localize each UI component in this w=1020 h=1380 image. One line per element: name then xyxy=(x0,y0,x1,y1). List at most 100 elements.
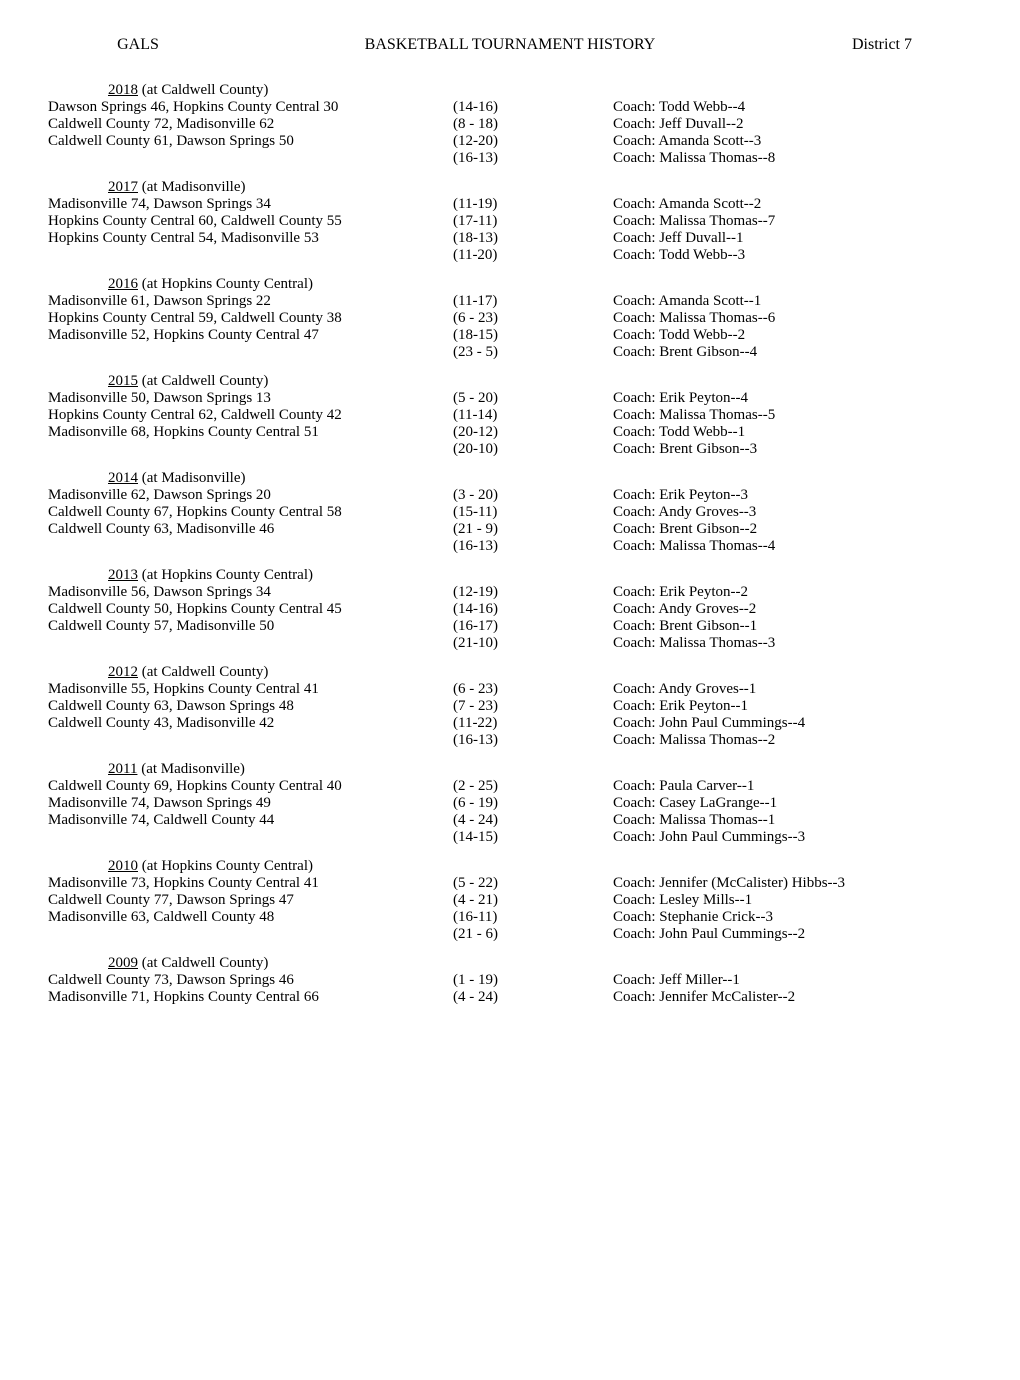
game-record: (14-16) xyxy=(453,99,613,116)
game-result: Hopkins County Central 54, Madisonville … xyxy=(48,230,453,247)
game-result: Madisonville 61, Dawson Springs 22 xyxy=(48,293,453,310)
game-result: Caldwell County 57, Madisonville 50 xyxy=(48,618,453,635)
game-coach: Coach: Erik Peyton--2 xyxy=(613,584,972,601)
season-year: 2010 xyxy=(108,858,138,874)
game-coach: Coach: Erik Peyton--1 xyxy=(613,698,972,715)
game-result: Hopkins County Central 60, Caldwell Coun… xyxy=(48,213,453,230)
season-year: 2011 xyxy=(108,761,137,777)
season-venue: (at Caldwell County) xyxy=(138,955,268,971)
season-heading: 2012 (at Caldwell County) xyxy=(48,664,972,681)
game-record: (6 - 23) xyxy=(453,310,613,327)
season-heading: 2014 (at Madisonville) xyxy=(48,470,972,487)
header-center: BASKETBALL TOURNAMENT HISTORY xyxy=(228,36,792,54)
game-row: Hopkins County Central 60, Caldwell Coun… xyxy=(48,213,972,230)
game-record: (20-12) xyxy=(453,424,613,441)
game-coach: Coach: Jeff Duvall--2 xyxy=(613,116,972,133)
game-coach: Coach: Malissa Thomas--6 xyxy=(613,310,972,327)
game-result xyxy=(48,635,453,652)
season-block: 2009 (at Caldwell County)Caldwell County… xyxy=(48,955,972,1006)
game-row: (16-13)Coach: Malissa Thomas--8 xyxy=(48,150,972,167)
game-record: (21-10) xyxy=(453,635,613,652)
game-coach: Coach: John Paul Cummings--2 xyxy=(613,926,972,943)
game-row: Dawson Springs 46, Hopkins County Centra… xyxy=(48,99,972,116)
season-heading: 2018 (at Caldwell County) xyxy=(48,82,972,99)
season-venue: (at Caldwell County) xyxy=(138,373,268,389)
season-year: 2014 xyxy=(108,470,138,486)
game-row: Madisonville 62, Dawson Springs 20(3 - 2… xyxy=(48,487,972,504)
game-row: (21-10)Coach: Malissa Thomas--3 xyxy=(48,635,972,652)
season-year: 2009 xyxy=(108,955,138,971)
season-block: 2018 (at Caldwell County)Dawson Springs … xyxy=(48,82,972,167)
game-row: (21 - 6)Coach: John Paul Cummings--2 xyxy=(48,926,972,943)
game-record: (4 - 24) xyxy=(453,812,613,829)
game-record: (14-16) xyxy=(453,601,613,618)
game-record: (7 - 23) xyxy=(453,698,613,715)
game-coach: Coach: Stephanie Crick--3 xyxy=(613,909,972,926)
game-record: (4 - 21) xyxy=(453,892,613,909)
season-heading: 2009 (at Caldwell County) xyxy=(48,955,972,972)
game-row: Madisonville 61, Dawson Springs 22(11-17… xyxy=(48,293,972,310)
game-result: Caldwell County 50, Hopkins County Centr… xyxy=(48,601,453,618)
game-result: Madisonville 63, Caldwell County 48 xyxy=(48,909,453,926)
game-coach: Coach: Lesley Mills--1 xyxy=(613,892,972,909)
game-record: (23 - 5) xyxy=(453,344,613,361)
game-coach: Coach: Todd Webb--2 xyxy=(613,327,972,344)
game-row: (16-13)Coach: Malissa Thomas--2 xyxy=(48,732,972,749)
game-result: Madisonville 74, Caldwell County 44 xyxy=(48,812,453,829)
game-record: (12-20) xyxy=(453,133,613,150)
game-coach: Coach: Casey LaGrange--1 xyxy=(613,795,972,812)
game-row: Hopkins County Central 59, Caldwell Coun… xyxy=(48,310,972,327)
game-row: Madisonville 50, Dawson Springs 13(5 - 2… xyxy=(48,390,972,407)
game-row: Madisonville 52, Hopkins County Central … xyxy=(48,327,972,344)
game-row: Madisonville 74, Dawson Springs 49(6 - 1… xyxy=(48,795,972,812)
season-year: 2016 xyxy=(108,276,138,292)
season-heading: 2016 (at Hopkins County Central) xyxy=(48,276,972,293)
game-coach: Coach: Todd Webb--3 xyxy=(613,247,972,264)
game-coach: Coach: Malissa Thomas--4 xyxy=(613,538,972,555)
game-result xyxy=(48,926,453,943)
season-block: 2017 (at Madisonville)Madisonville 74, D… xyxy=(48,179,972,264)
game-result: Madisonville 74, Dawson Springs 49 xyxy=(48,795,453,812)
game-result: Madisonville 74, Dawson Springs 34 xyxy=(48,196,453,213)
game-coach: Coach: Jennifer McCalister--2 xyxy=(613,989,972,1006)
game-coach: Coach: John Paul Cummings--3 xyxy=(613,829,972,846)
game-record: (5 - 20) xyxy=(453,390,613,407)
game-coach: Coach: Malissa Thomas--2 xyxy=(613,732,972,749)
game-result: Caldwell County 69, Hopkins County Centr… xyxy=(48,778,453,795)
game-row: Caldwell County 73, Dawson Springs 46(1 … xyxy=(48,972,972,989)
game-result xyxy=(48,344,453,361)
game-row: (23 - 5)Coach: Brent Gibson--4 xyxy=(48,344,972,361)
game-record: (16-13) xyxy=(453,732,613,749)
season-venue: (at Hopkins County Central) xyxy=(138,858,313,874)
game-record: (6 - 23) xyxy=(453,681,613,698)
game-record: (5 - 22) xyxy=(453,875,613,892)
game-result: Madisonville 55, Hopkins County Central … xyxy=(48,681,453,698)
game-result xyxy=(48,441,453,458)
game-record: (4 - 24) xyxy=(453,989,613,1006)
game-record: (6 - 19) xyxy=(453,795,613,812)
game-row: Madisonville 55, Hopkins County Central … xyxy=(48,681,972,698)
season-venue: (at Madisonville) xyxy=(138,470,245,486)
game-record: (16-13) xyxy=(453,538,613,555)
game-record: (15-11) xyxy=(453,504,613,521)
game-row: Madisonville 71, Hopkins County Central … xyxy=(48,989,972,1006)
game-record: (11-19) xyxy=(453,196,613,213)
season-block: 2014 (at Madisonville)Madisonville 62, D… xyxy=(48,470,972,555)
game-record: (11-17) xyxy=(453,293,613,310)
game-row: Madisonville 63, Caldwell County 48(16-1… xyxy=(48,909,972,926)
season-venue: (at Caldwell County) xyxy=(138,82,268,98)
game-row: Caldwell County 61, Dawson Springs 50(12… xyxy=(48,133,972,150)
game-result: Caldwell County 73, Dawson Springs 46 xyxy=(48,972,453,989)
game-coach: Coach: Brent Gibson--4 xyxy=(613,344,972,361)
game-coach: Coach: Brent Gibson--2 xyxy=(613,521,972,538)
game-record: (11-22) xyxy=(453,715,613,732)
game-record: (2 - 25) xyxy=(453,778,613,795)
game-result: Madisonville 56, Dawson Springs 34 xyxy=(48,584,453,601)
game-coach: Coach: Andy Groves--3 xyxy=(613,504,972,521)
header-right: District 7 xyxy=(792,36,972,54)
game-result: Caldwell County 77, Dawson Springs 47 xyxy=(48,892,453,909)
game-row: Caldwell County 43, Madisonville 42(11-2… xyxy=(48,715,972,732)
game-coach: Coach: Malissa Thomas--7 xyxy=(613,213,972,230)
game-row: Caldwell County 77, Dawson Springs 47(4 … xyxy=(48,892,972,909)
game-result: Madisonville 68, Hopkins County Central … xyxy=(48,424,453,441)
